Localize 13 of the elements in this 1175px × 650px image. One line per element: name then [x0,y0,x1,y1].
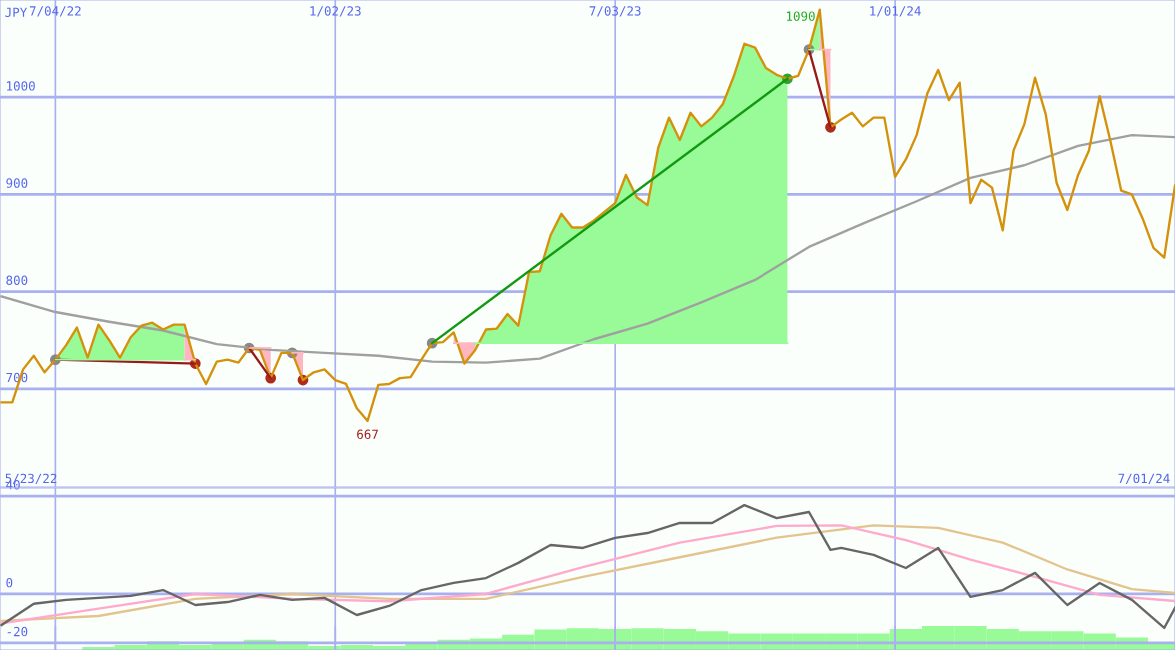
x-tick-label: 1/02/23 [310,6,361,17]
y-tick-label: 0 [6,577,13,588]
y-tick-label: 1000 [7,81,35,91]
y-tick-label: 800 [6,275,28,286]
annotation: 7/01/24 [1118,473,1170,485]
y-tick-label: 900 [6,178,28,188]
y-axis-title: JPY [5,7,28,18]
x-tick-label: 7/03/23 [589,6,641,17]
x-tick-label: 1/01/24 [870,6,921,17]
annotation: 667 [357,429,378,439]
annotation: 1090 [786,11,815,21]
x-tick-label: 7/04/22 [29,6,81,17]
y-tick-label: -20 [7,626,28,637]
